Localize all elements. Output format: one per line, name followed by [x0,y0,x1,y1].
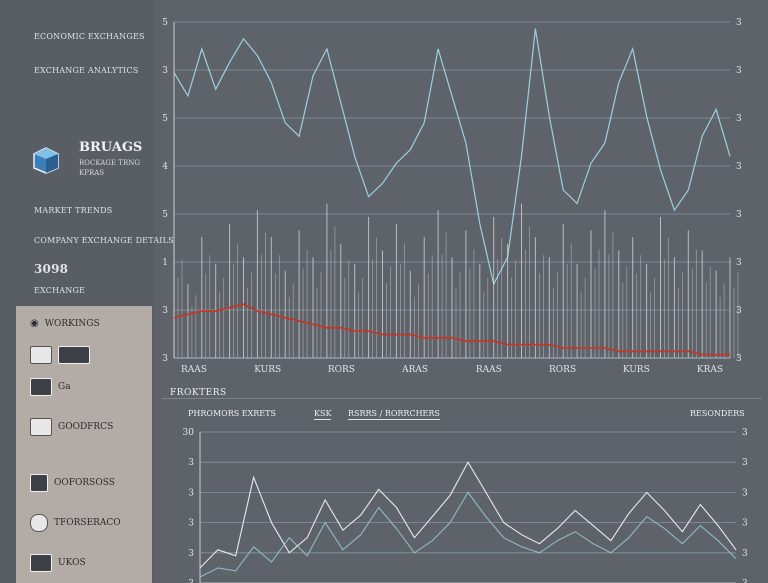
user-icon [30,378,52,396]
x-tick-label: KURS [254,365,281,375]
series-line-0 [199,461,737,569]
section-title: FROKTERS [170,388,227,398]
y-tick-label-right: 3 [742,488,748,498]
y-tick-label-left: 3 [188,549,194,559]
y-tick-label-right: 3 [736,114,742,124]
y-tick-label-left: 5 [162,114,168,124]
y-tick-label-left: 5 [162,18,168,28]
panel-item-label: GOODFRCS [58,422,114,432]
gear-icon [30,474,48,492]
panel-item-goodfrcs[interactable]: GOODFRCS [30,418,113,436]
panel-item-folder[interactable]: UKOS [30,554,86,572]
chart-icon: ◉ [30,318,39,329]
top-chart: 5 3 3 3 5 3 4 3 5 3 1 3 3 3 3 3 RAAS KURS RORS ARAS RAAS RORS… [162,18,742,375]
y-tick-label-left: 1 [162,258,168,268]
x-tick-label: ARAS [401,365,428,375]
nav-item-exchange-analytics[interactable]: EXCHANGE ANALYTICS [34,66,139,75]
y-tick-label-right: 3 [742,579,748,583]
panel-item-label: UKOS [58,558,86,568]
y-tick-label-right: 3 [736,210,742,220]
control-phromors[interactable]: PHROMORS EXRETS [188,409,276,418]
nav-item-economic-exchanges[interactable]: ECONOMIC EXCHANGES [34,32,145,41]
y-tick-label-right: 3 [736,18,742,28]
brand-name: BRUAGS [79,140,143,155]
y-tick-label-left: 3 [188,579,194,583]
bottom-chart: 30 3 3 3 3 3 3 3 3 3 3 3 [183,428,748,583]
section-label: MARKET TRENDS [34,206,113,215]
y-tick-label-left: 30 [183,428,195,438]
x-tick-label: KURS [623,365,650,375]
y-tick-label-right: 3 [736,162,742,172]
panel-item-search[interactable]: TFORSERACO [30,514,121,532]
control-ksk[interactable]: KSK [314,409,332,420]
y-tick-label-left: 3 [188,458,194,468]
tool-panel: ◉ WORKINGS Ga GOODFRCS OOFORSOSS TFORSER… [16,306,152,583]
y-tick-label-left: 3 [162,354,168,364]
y-tick-label-right: 3 [736,66,742,76]
brand-subtitle: ROCKAGE TRNG [79,159,140,167]
y-tick-label-right: 3 [736,306,742,316]
panel-item-workings[interactable]: ◉ WORKINGS [30,318,100,329]
divider [162,398,762,399]
y-tick-label-right: 3 [736,354,742,364]
y-tick-label-right: 3 [742,458,748,468]
x-tick-label: RAAS [181,365,207,375]
y-tick-label-right: 3 [736,258,742,268]
control-resonders[interactable]: RESONDERS [690,409,745,418]
y-tick-label-left: 3 [188,488,194,498]
y-tick-label-right: 3 [742,519,748,529]
box-icon-2 [58,346,90,364]
panel-item-label: WORKINGS [44,318,100,329]
series-line-0 [173,28,731,286]
cube-logo-icon [33,147,59,174]
panel-item-box[interactable] [30,346,90,364]
brand-subtitle-2: KPRAS [79,169,105,177]
x-tick-label: RORS [328,365,355,375]
y-tick-label-left: 4 [162,162,168,172]
folder-icon [30,554,52,572]
document-icon [30,418,52,436]
panel-item-label: OOFORSOSS [54,478,115,488]
control-rsrrs[interactable]: RSRRS / RORRCHERS [348,409,440,420]
panel-item-label: TFORSERACO [54,518,121,528]
y-tick-label-left: 3 [188,519,194,529]
y-tick-label-right: 3 [742,428,748,438]
y-tick-label-right: 3 [742,549,748,559]
metric-value: 3098 [34,262,69,276]
box-icon [30,346,52,364]
x-tick-label: RORS [549,365,576,375]
metric-label: EXCHANGE [34,286,86,295]
series-line-1 [199,491,737,578]
series-line-2 [173,303,730,356]
panel-item-label: Ga [58,382,71,392]
panel-item-user[interactable]: Ga [30,378,71,396]
x-tick-label: KRAS [697,365,723,375]
section-subtitle: COMPANY EXCHANGE DETAILS [34,236,174,245]
panel-item-settings[interactable]: OOFORSOSS [30,474,115,492]
x-tick-label: RAAS [476,365,502,375]
y-tick-label-left: 3 [162,66,168,76]
y-tick-label-left: 3 [162,306,168,316]
y-tick-label-left: 5 [162,210,168,220]
search-icon [30,514,48,532]
